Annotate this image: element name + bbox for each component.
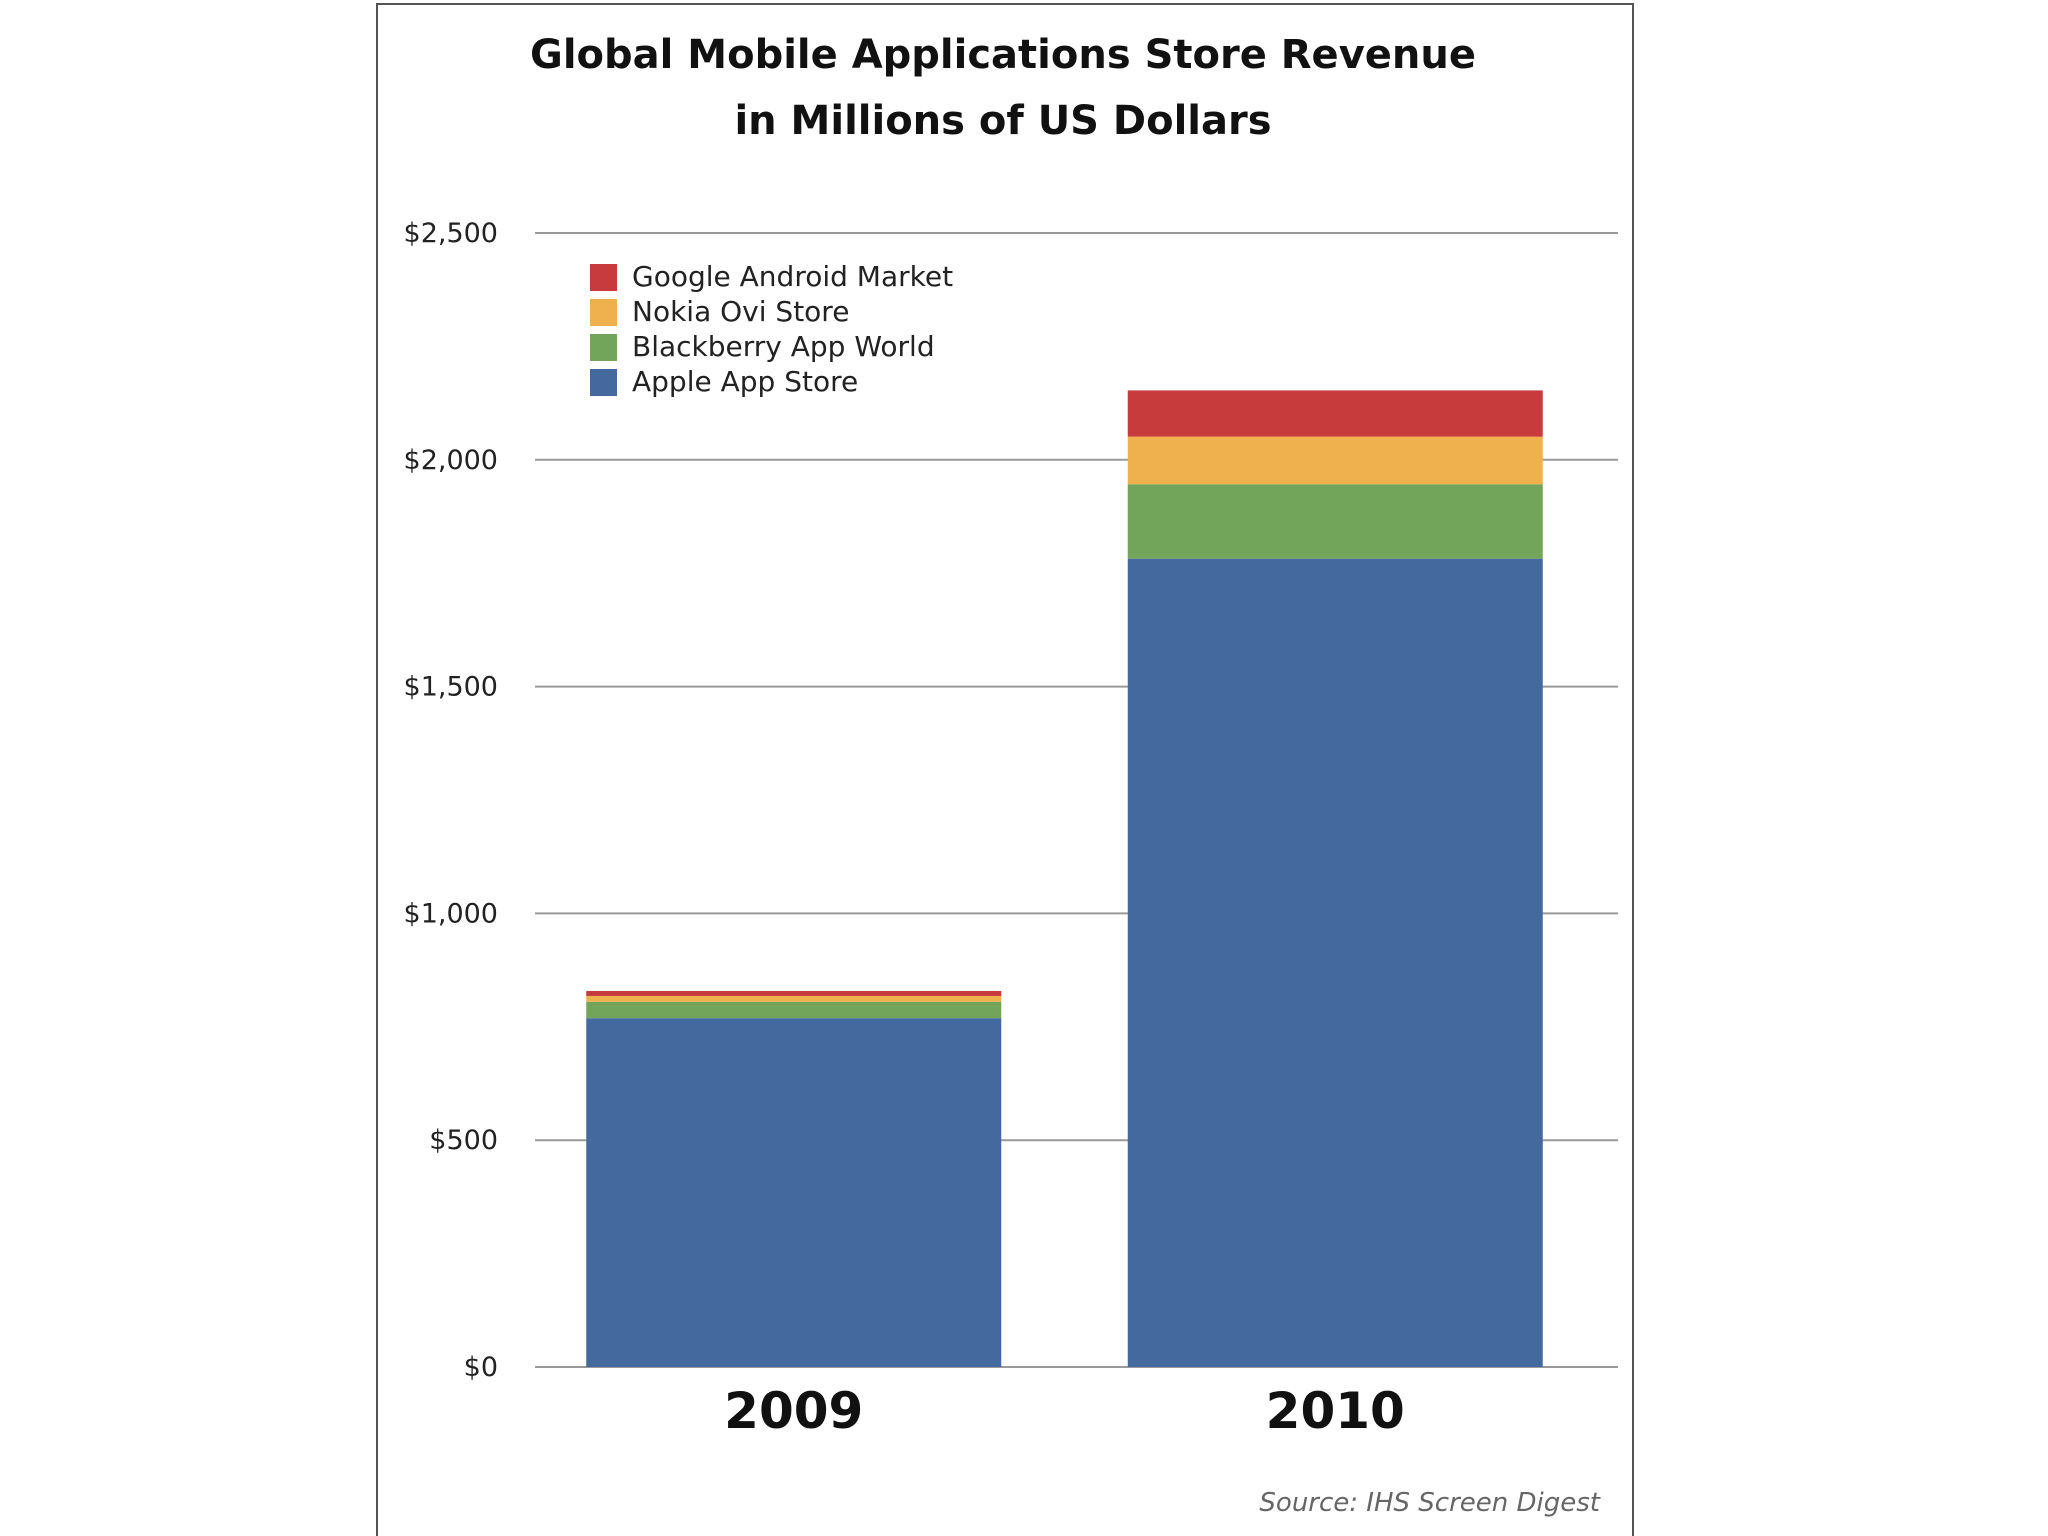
bar-segment-apple-app-store [1127, 558, 1543, 1367]
y-tick-label: $2,000 [404, 445, 498, 476]
bar-segment-apple-app-store [586, 1018, 1002, 1367]
bar-segment-nokia-ovi-store [586, 995, 1002, 1002]
legend-label: Blackberry App World [632, 330, 935, 363]
bar-segment-nokia-ovi-store [1127, 436, 1543, 485]
legend-swatch [590, 334, 617, 361]
bar-segment-blackberry-app-world [1127, 484, 1543, 559]
y-axis: $0 $500 $1,000 $1,500 $2,000 $2,500 [404, 218, 498, 1383]
legend-swatch [590, 264, 617, 291]
y-tick-label: $0 [464, 1352, 498, 1383]
chart-title: Global Mobile Applications Store Revenue [530, 32, 1476, 78]
x-axis: 2009 2010 [724, 1382, 1405, 1440]
legend-swatch [590, 369, 617, 396]
bars [586, 390, 1543, 1367]
y-tick-label: $1,000 [404, 898, 498, 929]
x-tick-label: 2009 [724, 1382, 863, 1440]
x-tick-label: 2010 [1266, 1382, 1405, 1440]
y-tick-label: $1,500 [404, 672, 498, 703]
chart-subtitle: in Millions of US Dollars [734, 98, 1271, 144]
legend-label: Apple App Store [632, 365, 858, 398]
y-tick-label: $500 [429, 1125, 498, 1156]
legend-label: Nokia Ovi Store [632, 295, 849, 328]
y-tick-label: $2,500 [404, 218, 498, 249]
legend-swatch [590, 299, 617, 326]
source-note: Source: IHS Screen Digest [1259, 1488, 1600, 1518]
bar-segment-blackberry-app-world [586, 1001, 1002, 1019]
legend-label: Google Android Market [632, 260, 953, 293]
bar-segment-google-android-market [586, 990, 1002, 996]
bar-segment-google-android-market [1127, 390, 1543, 437]
